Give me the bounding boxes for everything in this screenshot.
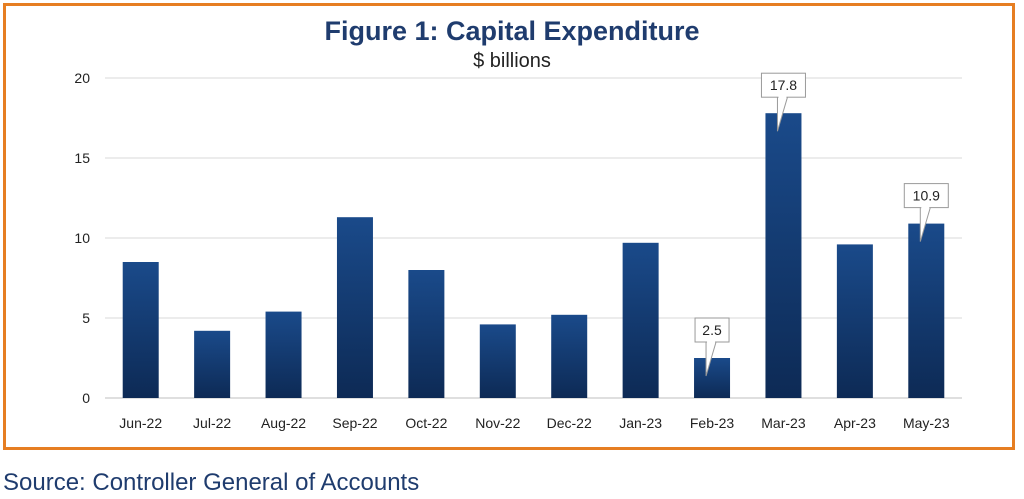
- bar: [765, 113, 802, 398]
- x-tick-label: May-23: [903, 415, 950, 431]
- x-tick-label: Aug-22: [261, 415, 306, 431]
- x-tick-label: Jun-22: [119, 415, 162, 431]
- bar: [479, 324, 516, 398]
- data-label-text: 2.5: [702, 322, 722, 338]
- bar: [908, 223, 945, 398]
- bar: [551, 314, 588, 398]
- bar: [265, 311, 302, 398]
- y-tick-label: 10: [74, 230, 90, 246]
- bar: [122, 262, 159, 398]
- bar: [194, 330, 231, 398]
- x-tick-label: Jan-23: [619, 415, 662, 431]
- bar: [408, 270, 445, 398]
- bar: [836, 244, 873, 398]
- bar: [622, 242, 659, 398]
- chart-title: Figure 1: Capital Expenditure: [324, 16, 700, 46]
- y-tick-label: 15: [74, 150, 90, 166]
- bar-chart: 0 5 10 15 20 Jun-22 Jul-22 Aug-22 Sep-22 Oct-22 N…: [74, 70, 962, 431]
- data-label: 2.5: [694, 317, 730, 377]
- data-label: 17.8: [760, 72, 806, 132]
- bar: [336, 217, 373, 398]
- y-tick-label: 5: [82, 310, 90, 326]
- y-tick-label: 20: [74, 70, 90, 86]
- x-tick-label: Nov-22: [475, 415, 520, 431]
- x-tick-label: Jul-22: [193, 415, 231, 431]
- chart-subtitle: $ billions: [473, 50, 551, 72]
- x-tick-label: Apr-23: [834, 415, 876, 431]
- x-tick-label: Sep-22: [332, 415, 377, 431]
- data-label-text: 17.8: [770, 77, 797, 93]
- data-label-text: 10.9: [913, 188, 940, 204]
- x-tick-label: Feb-23: [690, 415, 735, 431]
- y-tick-label: 0: [82, 390, 90, 406]
- x-tick-label: Oct-22: [405, 415, 447, 431]
- x-tick-label: Dec-22: [547, 415, 592, 431]
- bar: [694, 358, 731, 398]
- data-label: 10.9: [903, 183, 949, 242]
- source-note: Source: Controller General of Accounts: [3, 469, 420, 496]
- x-tick-label: Mar-23: [761, 415, 806, 431]
